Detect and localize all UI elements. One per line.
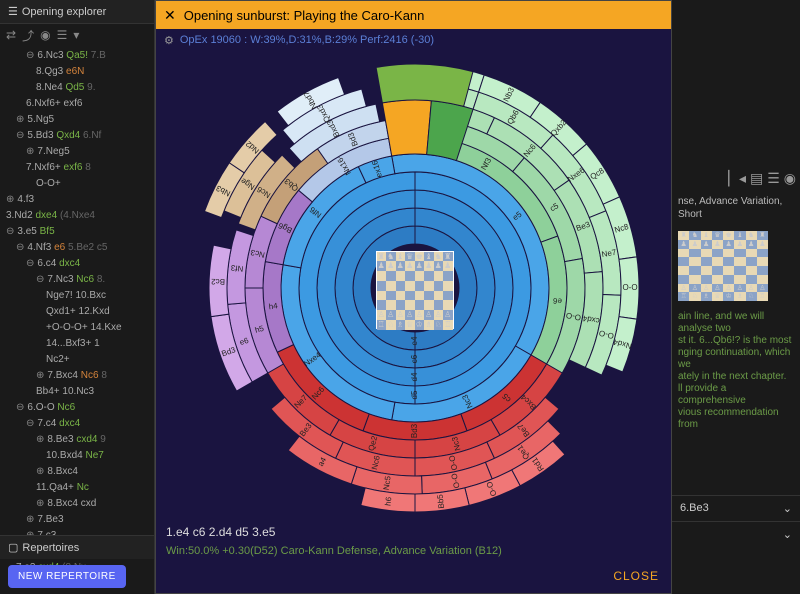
tree-item[interactable]: ⊖3.e5 Bf5 [4, 224, 150, 240]
modal-header: ✕ Opening sunburst: Playing the Caro-Kan… [156, 1, 671, 29]
tree-item[interactable]: 8.Ne4 Qd5 9. [4, 80, 150, 96]
tree-item[interactable]: ⊖6.O-O Nc6 [4, 400, 150, 416]
sidebar: ☰ Opening explorer ⇄ ⤴ ◉ ☰ ▾ ⊖6.Nc3 Qa5!… [0, 0, 155, 594]
tree-item[interactable]: Qxd1+ 12.Kxd [4, 304, 150, 320]
analysis-text: ain line, and we will analyse twost it. … [672, 307, 800, 435]
svg-text:Nf3: Nf3 [229, 262, 243, 272]
sidebar-header: ☰ Opening explorer [0, 0, 154, 24]
svg-text:h6: h6 [383, 495, 393, 505]
tree-item[interactable]: O-O+ [4, 176, 150, 192]
toolbar-icon[interactable]: ⤴ [22, 27, 34, 44]
sun-icon[interactable]: ◉ [784, 170, 796, 187]
repertoires-header[interactable]: ▢ Repertoires [0, 535, 154, 559]
tree-item[interactable]: 14...Bxf3+ 1 [4, 336, 150, 352]
svg-text:O-O: O-O [622, 283, 637, 292]
close-button[interactable]: CLOSE [613, 569, 659, 583]
tree-item[interactable]: Bb4+ 10.Nc3 [4, 384, 150, 400]
tree-item[interactable]: ⊖7.Nc3 Nc6 8. [4, 272, 150, 288]
sunburst-modal: ✕ Opening sunburst: Playing the Caro-Kan… [155, 0, 672, 594]
toolbar-icon[interactable]: ☰ [57, 28, 68, 42]
tree-item[interactable]: 3.Nd2 dxe4 (4.Nxe4 [4, 208, 150, 224]
tree-item[interactable]: 6.Nxf6+ exf6 [4, 96, 150, 112]
tree-item[interactable]: ⊕7.Bxc4 Nc6 8 [4, 368, 150, 384]
gear-icon[interactable]: ⚙ [164, 34, 174, 47]
sidebar-toolbar: ⇄ ⤴ ◉ ☰ ▾ [0, 24, 154, 46]
right-toolbar: ▏◂ ▤ ☰ ◉ [672, 0, 800, 191]
right-board-preview: ♜♞♝♛♚♝♞♜♟♟♟♟♟♟♟♟♙♙♙♙♙♙♙♙♖♘♗♕♔♗♘♖ [678, 231, 768, 301]
book-icon: ▢ [8, 541, 18, 554]
svg-text:Bb5: Bb5 [435, 493, 446, 509]
new-repertoire-button[interactable]: NEW REPERTOIRE [8, 565, 126, 588]
prev-icon[interactable]: ▏◂ [728, 170, 746, 187]
tree-item[interactable]: ⊕7.Neg5 [4, 144, 150, 160]
tree-item[interactable]: Nge7! 10.Bxc [4, 288, 150, 304]
toolbar-icon[interactable]: ⇄ [6, 28, 16, 42]
tree-item[interactable]: ⊕4.f3 [4, 192, 150, 208]
tree-item[interactable]: +O-O-O+ 14.Kxe [4, 320, 150, 336]
modal-title: Opening sunburst: Playing the Caro-Kann [184, 8, 425, 23]
tree-item[interactable]: ⊖4.Nf3 e6 5.Be2 c5 [4, 240, 150, 256]
chevron-down-icon: ⌄ [783, 502, 792, 515]
svg-text:Bc2: Bc2 [210, 276, 225, 285]
svg-text:e4: e4 [410, 336, 419, 345]
tree-item[interactable]: ⊕8.Bxc4 [4, 464, 150, 480]
tree-item[interactable]: 7.Nxf6+ exf6 8 [4, 160, 150, 176]
tree-item[interactable]: 10.Bxd4 Ne7 [4, 448, 150, 464]
right-panel: ▏◂ ▤ ☰ ◉ nse, Advance Variation, Short ♜… [672, 0, 800, 594]
move-tree: ⊖6.Nc3 Qa5! 7.B8.Qg3 e6N8.Ne4 Qd5 9.6.Nx… [0, 46, 154, 594]
tree-item[interactable]: 11.Qa4+ Nc [4, 480, 150, 496]
tree-item[interactable]: Nc2+ [4, 352, 150, 368]
toolbar-icon[interactable]: ▾ [73, 28, 79, 42]
variation-name: nse, Advance Variation, Short [672, 191, 800, 225]
repertoires-label: Repertoires [22, 542, 79, 554]
chess-board-preview: ♜♞♝♛♚♝♞♜♟♟♟♟♟♟♟♟ ♙♙♙♙♙♙♙♙♖♘♗♕♔♗♘♖ [376, 251, 454, 329]
tree-item[interactable]: ⊕7.Be3 [4, 512, 150, 528]
tree-item[interactable]: ⊖5.Bd3 Qxd4 6.Nf [4, 128, 150, 144]
sunburst-chart[interactable]: e4c6d4d5e5Nc3Nxe4Nf6ex16Nf3e6c5Bd3Nc6h4B… [156, 51, 673, 548]
doc-icon[interactable]: ▤ [750, 170, 763, 187]
tree-item[interactable]: ⊖6.c4 dxc4 [4, 256, 150, 272]
tree-item[interactable]: ⊕8.Be3 cxd4 9 [4, 432, 150, 448]
svg-text:d5: d5 [410, 390, 419, 399]
svg-text:e6: e6 [552, 295, 562, 305]
eval-line: Win:50.0% +0.30(D52) Caro-Kann Defense, … [156, 543, 671, 563]
svg-text:Bd3: Bd3 [410, 423, 419, 438]
tree-item[interactable]: ⊕5.Ng5 [4, 112, 150, 128]
svg-text:h4: h4 [268, 301, 279, 311]
tree-item[interactable]: ⊖7.c4 dxc4 [4, 416, 150, 432]
close-icon[interactable]: ✕ [164, 7, 176, 24]
move-item-empty[interactable]: ⌄ [672, 521, 800, 547]
toolbar-icon[interactable]: ◉ [40, 28, 50, 42]
move-line: 1.e4 c6 2.d4 d5 3.e5 [156, 521, 671, 543]
menu-icon[interactable]: ☰ [8, 5, 18, 18]
sidebar-title: Opening explorer [22, 6, 106, 18]
tree-item[interactable]: ⊖6.Nc3 Qa5! 7.B [4, 48, 150, 64]
modal-stats: OpEx 19060 : W:39%,D:31%,B:29% Perf:2416… [180, 34, 434, 46]
tree-item[interactable]: 8.Qg3 e6N [4, 64, 150, 80]
sidebar-footer: ▢ Repertoires NEW REPERTOIRE [0, 535, 154, 594]
modal-footer: 1.e4 c6 2.d4 d5 3.e5 Win:50.0% +0.30(D52… [156, 521, 671, 593]
tree-item[interactable]: ⊕8.Bxc4 cxd [4, 496, 150, 512]
chevron-down-icon: ⌄ [783, 528, 792, 541]
move-item[interactable]: 6.Be3 ⌄ [672, 495, 800, 521]
modal-subheader: ⚙ OpEx 19060 : W:39%,D:31%,B:29% Perf:24… [156, 29, 671, 51]
list-icon[interactable]: ☰ [767, 170, 780, 187]
svg-text:c6: c6 [410, 354, 419, 363]
svg-text:d4: d4 [410, 372, 419, 381]
